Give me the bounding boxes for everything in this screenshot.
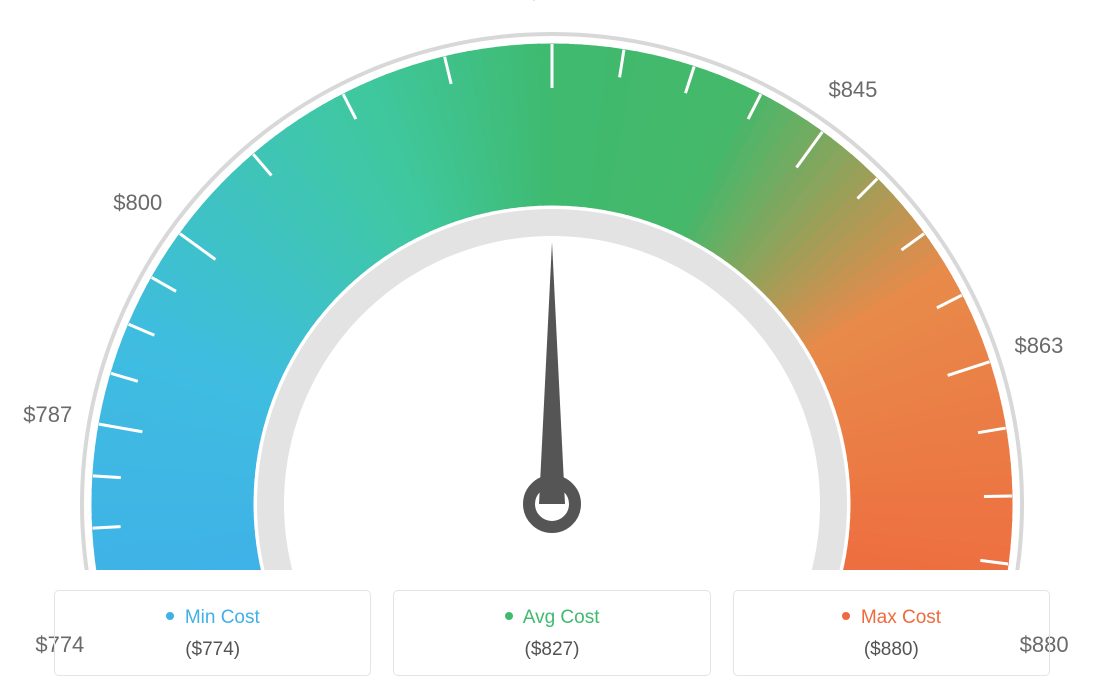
legend-label-text-max: Max Cost — [861, 607, 941, 628]
legend-label-avg: Avg Cost — [394, 607, 709, 629]
legend-row: Min Cost ($774) Avg Cost ($827) Max Cost… — [54, 590, 1050, 676]
gauge-tick-label: $863 — [1014, 333, 1063, 359]
legend-value-avg: ($827) — [394, 639, 709, 661]
dot-icon-min — [166, 612, 174, 620]
legend-value-max: ($880) — [734, 639, 1049, 661]
dot-icon-max — [842, 612, 850, 620]
gauge-tick-label: $845 — [828, 77, 877, 103]
legend-label-max: Max Cost — [734, 607, 1049, 629]
gauge-tick-label: $800 — [113, 190, 162, 216]
dot-icon-avg — [505, 612, 513, 620]
gauge-tick-label: $787 — [23, 402, 72, 428]
gauge-tick-label: $827 — [528, 0, 577, 5]
legend-card-avg: Avg Cost ($827) — [393, 590, 710, 676]
legend-label-text-min: Min Cost — [185, 607, 260, 628]
legend-label-text-avg: Avg Cost — [523, 607, 600, 628]
legend-card-min: Min Cost ($774) — [54, 590, 371, 676]
cost-gauge: $774$787$800$827$845$863$880 — [0, 0, 1104, 570]
legend-label-min: Min Cost — [55, 607, 370, 629]
gauge-svg — [0, 0, 1104, 570]
legend-value-min: ($774) — [55, 639, 370, 661]
legend-card-max: Max Cost ($880) — [733, 590, 1050, 676]
